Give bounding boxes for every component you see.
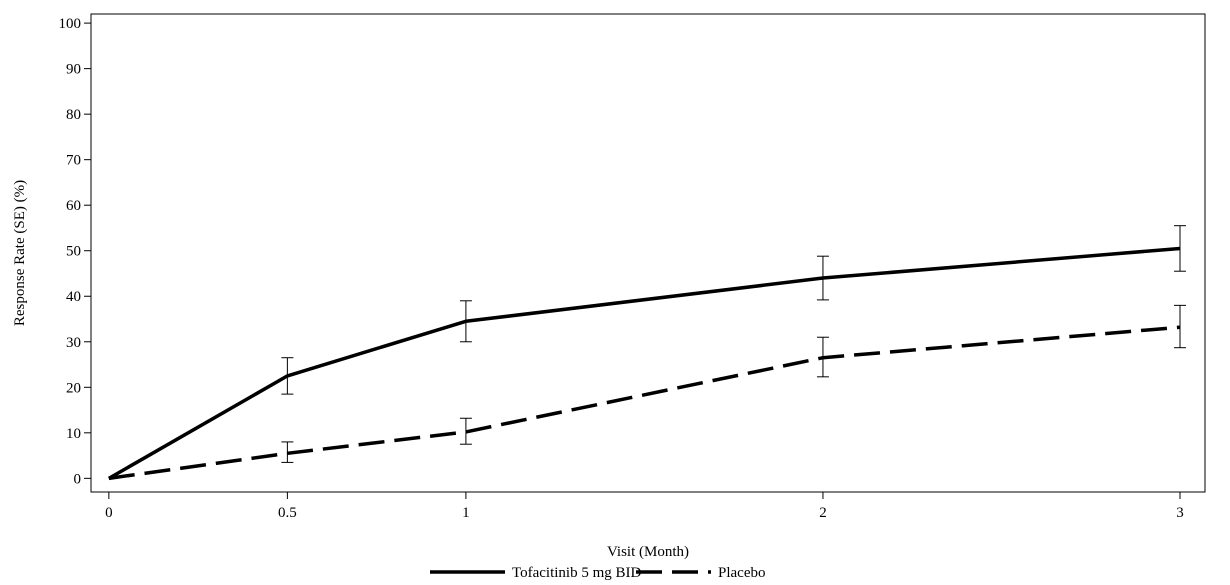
y-tick-label: 70 [66, 153, 81, 169]
y-tick-label: 10 [66, 426, 81, 442]
y-tick-label: 20 [66, 380, 81, 396]
legend-entry: Tofacitinib 5 mg BID [430, 565, 642, 581]
error-bar [1174, 225, 1187, 272]
error-bar [459, 417, 472, 445]
y-tick-label: 60 [66, 198, 81, 214]
error-bar [1174, 304, 1187, 349]
y-axis-title: Response Rate (SE) (%) [12, 180, 28, 326]
legend: Tofacitinib 5 mg BID Placebo [430, 565, 765, 581]
x-axis: 0 0.5 1 2 3 [105, 492, 1184, 521]
x-tick-label: 0 [105, 505, 113, 521]
y-axis: 0 10 20 30 40 50 60 70 80 90 100 [59, 16, 91, 487]
legend-label: Placebo [718, 565, 765, 581]
series-layer [107, 225, 1187, 481]
error-bar [816, 255, 829, 301]
x-tick-label: 3 [1176, 505, 1184, 521]
plot-frame [90, 13, 1206, 493]
error-bar [281, 441, 294, 463]
x-tick-label: 1 [462, 505, 470, 521]
x-axis-title: Visit (Month) [607, 544, 689, 560]
y-tick-label: 40 [66, 289, 81, 305]
legend-label: Tofacitinib 5 mg BID [512, 565, 642, 581]
error-bar [459, 300, 472, 343]
y-tick-label: 90 [66, 62, 81, 78]
x-tick-label: 2 [819, 505, 827, 521]
placebo-line [108, 325, 1181, 481]
y-tick-label: 30 [66, 335, 81, 351]
tofacitinib-line [107, 246, 1181, 480]
error-bar [816, 336, 829, 378]
legend-entry: Placebo [636, 565, 765, 581]
y-tick-label: 80 [66, 107, 81, 123]
y-tick-label: 100 [59, 16, 82, 32]
x-tick-label: 0.5 [278, 505, 297, 521]
y-tick-label: 50 [66, 244, 81, 260]
error-bar [281, 357, 294, 395]
y-tick-label: 0 [74, 471, 82, 487]
